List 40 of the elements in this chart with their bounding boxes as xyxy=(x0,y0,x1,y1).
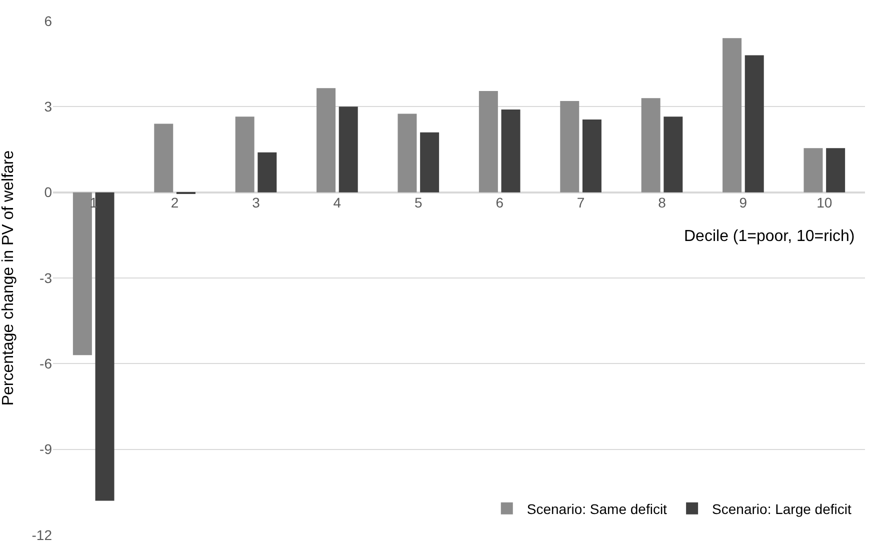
x-tick-label: 10 xyxy=(816,194,832,210)
bar xyxy=(722,38,742,192)
bar xyxy=(478,90,498,192)
bar xyxy=(72,192,92,356)
bar xyxy=(154,124,174,192)
bar xyxy=(420,132,440,192)
x-tick-label: 3 xyxy=(252,194,260,210)
bar xyxy=(641,98,660,192)
x-tick-label: 2 xyxy=(170,194,179,210)
x-tick-label: 4 xyxy=(333,194,342,210)
y-axis-title: Percentage change in PV of welfare xyxy=(0,150,17,406)
x-tick-label: 8 xyxy=(658,194,666,210)
bar xyxy=(316,88,336,192)
bar xyxy=(560,100,580,192)
bar xyxy=(235,116,254,192)
x-tick-label: 7 xyxy=(576,194,585,210)
bar xyxy=(582,120,602,192)
y-tick-label: 0 xyxy=(44,184,52,200)
y-tick-label: -6 xyxy=(40,356,52,372)
bar xyxy=(664,116,683,192)
bar xyxy=(804,148,823,192)
x-tick-label: 9 xyxy=(739,194,748,210)
y-tick-label: -9 xyxy=(40,441,52,458)
x-tick-label: 5 xyxy=(414,194,422,210)
bar xyxy=(501,110,520,192)
x-tick-label: 1 xyxy=(90,194,98,210)
y-tick-label: -12 xyxy=(32,526,52,543)
y-tick-label: 3 xyxy=(44,98,52,115)
bar xyxy=(744,55,764,192)
bar xyxy=(398,114,417,192)
y-tick-label: -3 xyxy=(40,270,52,286)
legend-label: Scenario: Same deficit xyxy=(526,500,668,517)
bar xyxy=(95,192,114,501)
x-axis-title: Decile (1=poor, 10=rich) xyxy=(684,228,855,245)
x-tick-label: 6 xyxy=(496,194,504,210)
bar xyxy=(258,152,277,192)
y-tick-label: 6 xyxy=(44,12,52,29)
legend-label: Scenario: Large deficit xyxy=(712,500,852,517)
bar xyxy=(338,106,358,192)
bar xyxy=(826,148,846,192)
